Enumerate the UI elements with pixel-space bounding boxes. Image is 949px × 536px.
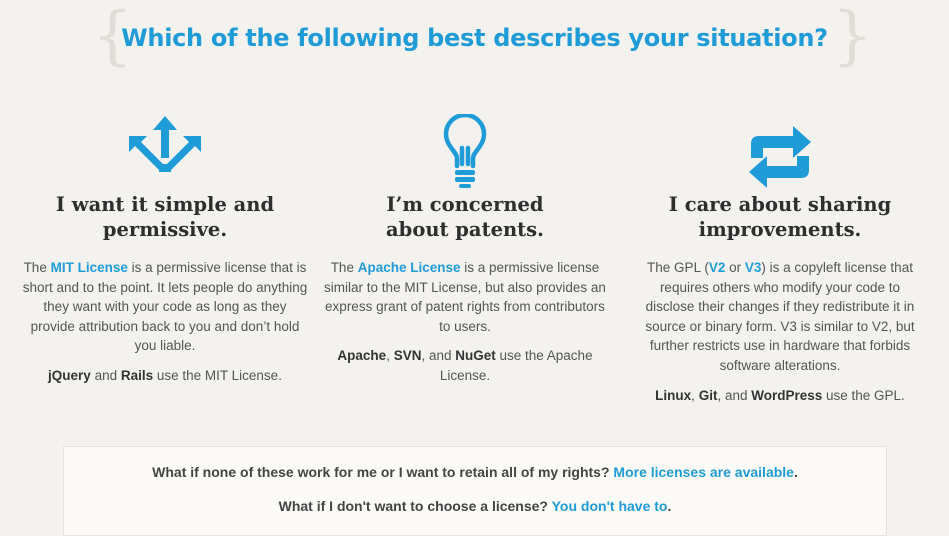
option-description: The Apache License is a permissive licen… (320, 258, 610, 336)
desc-text: or (725, 260, 745, 275)
more-licenses-link[interactable]: More licenses are available (613, 464, 794, 480)
option-sharing-improvements: I care about sharing improvements. The G… (635, 110, 925, 405)
left-brace-decoration: { (92, 0, 133, 73)
desc-text: is a permissive license that is short an… (22, 260, 308, 354)
project-sep: and (90, 367, 121, 383)
gpl-v2-link[interactable]: V2 (708, 260, 726, 275)
question-text: What if none of these work for me or I w… (152, 464, 614, 480)
project-name: Git (698, 387, 718, 403)
option-description: The GPL (V2 or V3) is a copyleft license… (635, 258, 925, 376)
option-title: I want it simple and permissive. (20, 190, 310, 250)
title-line-1: I care about sharing (668, 193, 892, 216)
desc-text: The GPL ( (647, 260, 709, 275)
desc-text: The (330, 260, 358, 275)
question-no-license: What if I don't want to choose a license… (64, 498, 886, 514)
title-line-2: permissive. (102, 218, 228, 241)
option-simple-permissive: I want it simple and permissive. The MIT… (20, 110, 310, 386)
question-none-work: What if none of these work for me or I w… (64, 464, 886, 480)
desc-text: The (23, 260, 51, 275)
no-license-link[interactable]: You don't have to (551, 498, 668, 514)
page-title: Which of the following best describes yo… (121, 24, 828, 52)
title-line-1: I’m concerned (386, 193, 544, 216)
title-line-2: about patents. (386, 218, 544, 241)
project-name: Apache (337, 348, 387, 364)
desc-text: is a permissive license similar to the M… (324, 260, 606, 334)
project-sep: , (386, 348, 394, 364)
title-line-2: improvements. (698, 218, 862, 241)
project-sep: , and (717, 387, 752, 403)
option-title: I’m concerned about patents. (320, 190, 610, 250)
option-patents: I’m concerned about patents. The Apache … (320, 110, 610, 386)
question-text: What if I don't want to choose a license… (278, 498, 552, 514)
lightbulb-icon (320, 110, 610, 190)
sync-icon (635, 110, 925, 190)
option-title: I care about sharing improvements. (635, 190, 925, 250)
gpl-v3-link[interactable]: V3 (744, 260, 762, 275)
question-end: . (667, 498, 672, 514)
more-options-box: What if none of these work for me or I w… (63, 446, 887, 536)
title-line-1: I want it simple and (55, 193, 275, 216)
apache-license-link[interactable]: Apache License (357, 260, 461, 275)
project-sep: use the GPL. (822, 387, 905, 403)
desc-text: ) is a copyleft license that requires ot… (645, 260, 915, 373)
project-sep: , (691, 387, 699, 403)
question-end: . (793, 464, 798, 480)
project-name: SVN (393, 348, 422, 364)
project-name: jQuery (48, 367, 91, 383)
project-name: WordPress (751, 387, 823, 403)
projects-using: Linux, Git, and WordPress use the GPL. (635, 386, 925, 406)
projects-using: Apache, SVN, and NuGet use the Apache Li… (320, 346, 610, 385)
arrows-out-icon (20, 110, 310, 190)
page-header: { Which of the following best describes … (0, 0, 949, 73)
project-sep: , and (421, 348, 456, 364)
project-name: Linux (655, 387, 692, 403)
project-name: Rails (120, 367, 154, 383)
project-sep: use the Apache License. (439, 348, 593, 383)
project-sep: use the MIT License. (153, 367, 282, 383)
projects-using: jQuery and Rails use the MIT License. (20, 366, 310, 386)
right-brace-decoration: } (832, 0, 873, 73)
option-description: The MIT License is a permissive license … (20, 258, 310, 356)
mit-license-link[interactable]: MIT License (50, 260, 128, 275)
project-name: NuGet (455, 348, 496, 364)
